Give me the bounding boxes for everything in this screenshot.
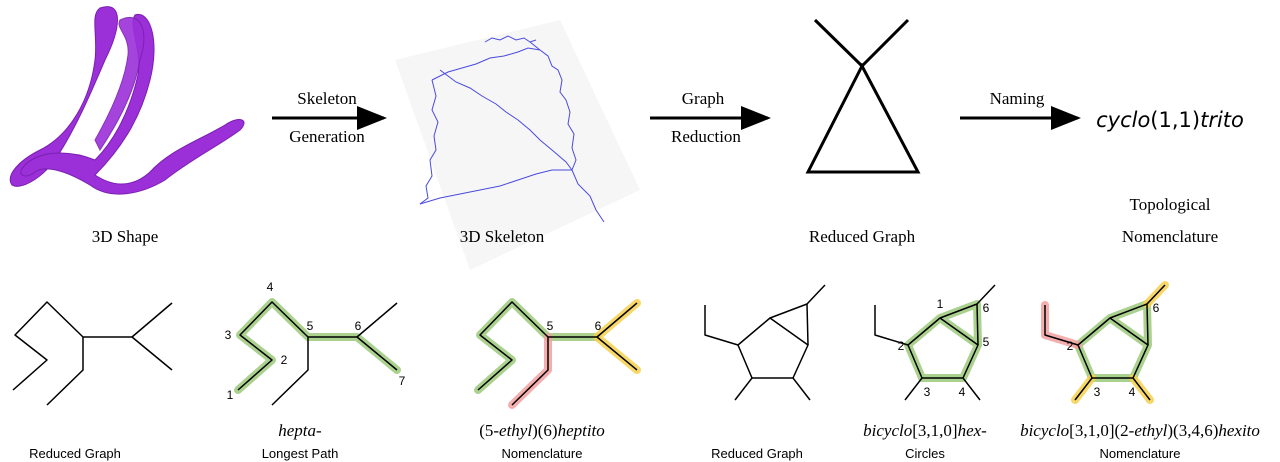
caption: Topological — [1130, 195, 1211, 214]
node-label: 5 — [307, 319, 314, 333]
text-part: ethyl — [1134, 421, 1167, 440]
nomenclature-graph — [1041, 281, 1169, 404]
node-label: 4 — [1129, 385, 1136, 399]
text-part: - — [316, 421, 322, 440]
text-part: heptito — [558, 421, 605, 440]
text-part: trito — [1200, 108, 1244, 132]
bicyclic-graph — [704, 284, 826, 401]
name-formula: bicyclo[3,1,0](2-ethyl)(3,4,6)hexito — [1020, 421, 1260, 440]
node-label: 1 — [227, 388, 234, 402]
nomenclature-graph — [474, 298, 641, 409]
node-label: 6 — [595, 319, 602, 333]
tree-graph — [12, 301, 173, 406]
circles-graph — [874, 284, 996, 401]
node-label: 2 — [1067, 339, 1074, 353]
longest-path-graph — [234, 298, 401, 406]
caption: Reduced Graph — [809, 227, 916, 246]
name-formula: hepta- — [278, 421, 322, 440]
arrow-label: Reduction — [671, 127, 741, 146]
text-part: )(6) — [532, 421, 557, 440]
3d-skeleton — [395, 20, 640, 270]
text-part: )(3,4,6) — [1167, 421, 1218, 440]
text-part: ethyl — [499, 421, 532, 440]
caption: Longest Path — [262, 446, 339, 461]
arrow-label: Naming — [990, 89, 1045, 108]
caption: Nomenclature — [1100, 446, 1181, 461]
text-part: (5- — [479, 421, 499, 440]
node-label: 6 — [355, 319, 362, 333]
3d-shape — [9, 6, 245, 195]
node-label: 3 — [225, 328, 232, 342]
node-label: 4 — [959, 385, 966, 399]
caption: Nomenclature — [1122, 227, 1218, 246]
node-label: 2 — [281, 353, 288, 367]
node-label: 7 — [399, 374, 406, 388]
caption: 3D Skeleton — [460, 227, 545, 246]
node-label: 3 — [924, 385, 931, 399]
caption: Reduced Graph — [29, 446, 121, 461]
node-label: 5 — [547, 319, 554, 333]
text-part: hexito — [1218, 421, 1260, 440]
text-part: - — [981, 421, 987, 440]
arrow-label: Skeleton — [297, 89, 357, 108]
text-part: cyclo — [1096, 108, 1150, 132]
text-part: bicyclo — [863, 421, 912, 440]
text-part: bicyclo — [1020, 421, 1069, 440]
arrow-label: Generation — [289, 127, 365, 146]
caption: 3D Shape — [92, 227, 159, 246]
caption: Circles — [905, 446, 945, 461]
text-part: [3,1,0] — [912, 421, 957, 440]
node-label: 1 — [937, 297, 944, 311]
name-formula: bicyclo[3,1,0]hex- — [863, 421, 987, 440]
name-formula: cyclo(1,1)trito — [1096, 108, 1244, 132]
node-label: 4 — [267, 280, 274, 294]
node-label: 2 — [898, 339, 905, 353]
node-label: 6 — [1153, 301, 1160, 315]
caption: Reduced Graph — [711, 446, 803, 461]
text-part: hepta — [278, 421, 316, 440]
reduced-graph — [805, 18, 921, 174]
node-label: 5 — [983, 335, 990, 349]
text-part: [3,1,0](2- — [1069, 421, 1134, 440]
name-formula: (5-ethyl)(6)heptito — [479, 421, 605, 440]
caption: Nomenclature — [502, 446, 583, 461]
arrow-label: Graph — [682, 89, 725, 108]
text-part: (1,1) — [1150, 108, 1200, 132]
text-part: hex — [958, 421, 982, 440]
node-label: 3 — [1094, 385, 1101, 399]
node-label: 6 — [983, 301, 990, 315]
